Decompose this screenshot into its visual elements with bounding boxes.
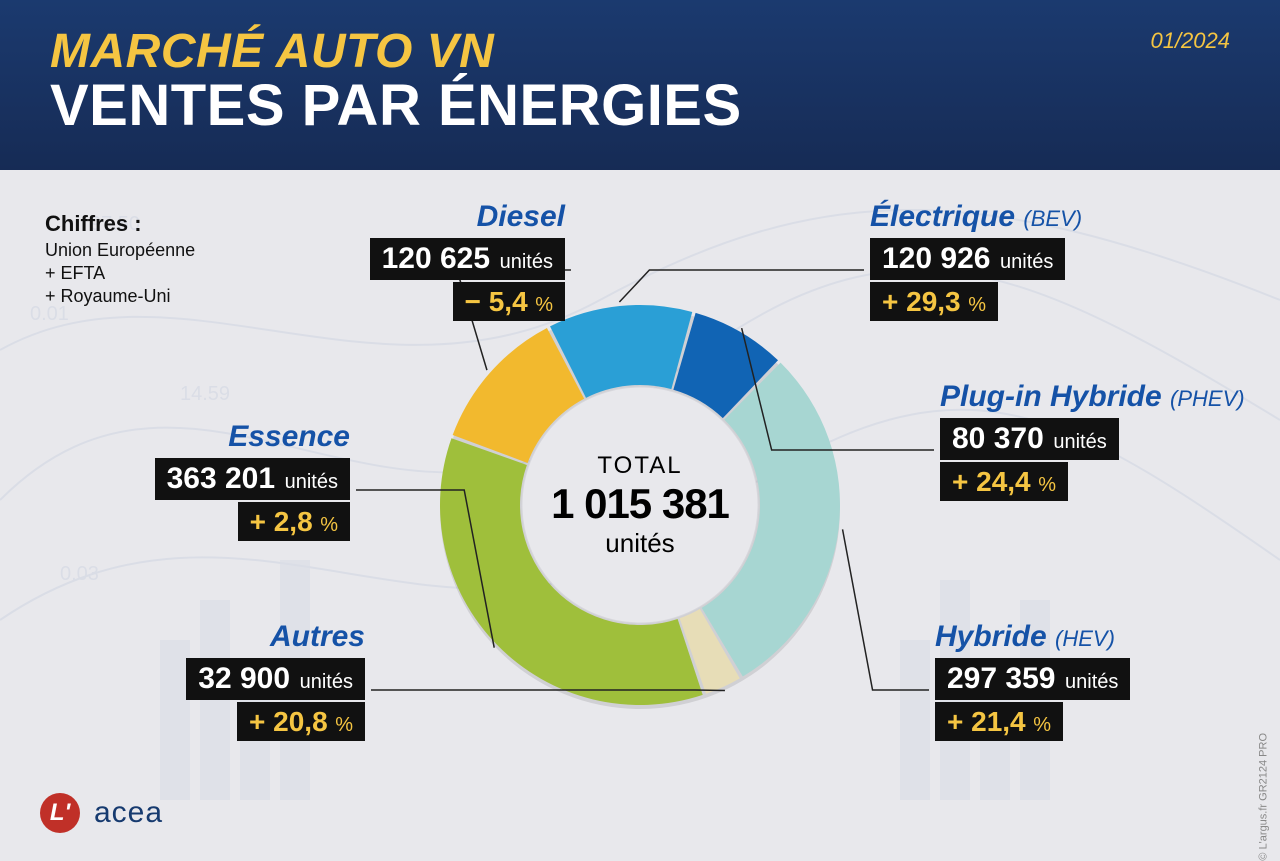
callout-delta: + 2,8 % bbox=[238, 502, 350, 541]
callout-bev: Électrique (BEV) 120 926 unités+ 29,3 % bbox=[870, 200, 1082, 321]
callout-sub: (HEV) bbox=[1055, 626, 1115, 651]
pct-label: % bbox=[963, 294, 986, 316]
footer: L' acea bbox=[40, 793, 163, 833]
callout-autres: Autres 32 900 unités+ 20,8 % bbox=[186, 620, 365, 741]
callout-hev: Hybride (HEV) 297 359 unités+ 21,4 % bbox=[935, 620, 1130, 741]
callout-value: 120 625 unités bbox=[370, 238, 565, 280]
units-label: unités bbox=[279, 471, 338, 493]
callout-diesel: Diesel 120 625 unités− 5,4 % bbox=[370, 200, 565, 321]
callout-name: Essence bbox=[155, 420, 350, 454]
largus-logo: L' bbox=[40, 793, 80, 833]
callout-name: Plug-in Hybride (PHEV) bbox=[940, 380, 1245, 414]
page-title: MARCHÉ AUTO VN VENTES PAR ÉNERGIES bbox=[50, 28, 1230, 137]
center-total-value: 1 015 381 bbox=[551, 480, 729, 528]
donut-center: TOTAL 1 015 381 unités bbox=[435, 300, 845, 710]
callout-delta: + 29,3 % bbox=[870, 282, 998, 321]
callout-essence: Essence 363 201 unités+ 2,8 % bbox=[155, 420, 350, 541]
acea-logo: acea bbox=[94, 796, 163, 830]
credit-text: © L'argus.fr GR2124 PRO bbox=[1258, 733, 1270, 861]
callout-name: Électrique (BEV) bbox=[870, 200, 1082, 234]
title-line2: VENTES PAR ÉNERGIES bbox=[50, 76, 1230, 137]
pct-label: % bbox=[315, 514, 338, 536]
pct-label: % bbox=[330, 714, 353, 736]
header: MARCHÉ AUTO VN VENTES PAR ÉNERGIES 01/20… bbox=[0, 0, 1280, 170]
title-line1: MARCHÉ AUTO VN bbox=[50, 28, 1230, 76]
period-label: 01/2024 bbox=[1150, 28, 1230, 54]
source-line: + Royaume-Uni bbox=[45, 285, 195, 308]
center-total-label: TOTAL bbox=[597, 452, 682, 480]
callout-delta: + 21,4 % bbox=[935, 702, 1063, 741]
callout-sub: (BEV) bbox=[1023, 206, 1082, 231]
pct-label: % bbox=[530, 294, 553, 316]
source-line: Union Européenne bbox=[45, 239, 195, 262]
pct-label: % bbox=[1033, 474, 1056, 496]
callout-value: 120 926 unités bbox=[870, 238, 1065, 280]
callout-name: Hybride (HEV) bbox=[935, 620, 1130, 654]
units-label: unités bbox=[294, 671, 353, 693]
callout-value: 363 201 unités bbox=[155, 458, 350, 500]
center-total-unit: unités bbox=[605, 528, 674, 559]
callout-delta: − 5,4 % bbox=[453, 282, 565, 321]
units-label: unités bbox=[994, 251, 1053, 273]
callout-value: 80 370 unités bbox=[940, 418, 1119, 460]
callout-value: 297 359 unités bbox=[935, 658, 1130, 700]
callout-name: Diesel bbox=[370, 200, 565, 234]
source-note: Chiffres : Union Européenne + EFTA + Roy… bbox=[45, 210, 195, 309]
callout-name: Autres bbox=[186, 620, 365, 654]
connector-hev bbox=[843, 529, 929, 690]
connector-bev bbox=[619, 270, 864, 302]
callout-value: 32 900 unités bbox=[186, 658, 365, 700]
callout-delta: + 20,8 % bbox=[237, 702, 365, 741]
content: Chiffres : Union Européenne + EFTA + Roy… bbox=[0, 170, 1280, 853]
units-label: unités bbox=[1059, 671, 1118, 693]
callout-sub: (PHEV) bbox=[1170, 386, 1245, 411]
units-label: unités bbox=[1048, 431, 1107, 453]
units-label: unités bbox=[494, 251, 553, 273]
source-title: Chiffres : bbox=[45, 210, 195, 239]
callout-phev: Plug-in Hybride (PHEV) 80 370 unités+ 24,… bbox=[940, 380, 1245, 501]
source-line: + EFTA bbox=[45, 262, 195, 285]
callout-delta: + 24,4 % bbox=[940, 462, 1068, 501]
pct-label: % bbox=[1028, 714, 1051, 736]
donut-chart: TOTAL 1 015 381 unités bbox=[435, 300, 845, 710]
